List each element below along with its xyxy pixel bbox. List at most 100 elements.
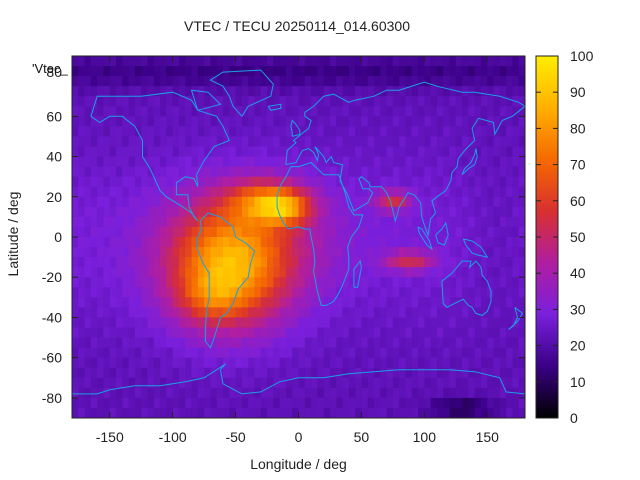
heatmap-cell [430, 307, 438, 319]
heatmap-cell [468, 186, 476, 198]
heatmap-cell [443, 337, 451, 349]
heatmap-cell [436, 186, 444, 198]
heatmap-cell [329, 347, 337, 359]
heatmap-cell [348, 116, 356, 127]
heatmap-cell [109, 277, 117, 288]
heatmap-cell [493, 407, 501, 418]
heatmap-cell [292, 166, 300, 178]
heatmap-cell [304, 347, 312, 359]
heatmap-cell [153, 206, 161, 218]
heatmap-cell [141, 387, 149, 399]
heatmap-cell [336, 186, 344, 198]
heatmap-cell [103, 96, 111, 107]
heatmap-cell [166, 287, 174, 298]
heatmap-cell [90, 86, 98, 97]
heatmap-cell [304, 106, 312, 117]
heatmap-cell [468, 136, 476, 148]
heatmap-cell [399, 377, 407, 389]
heatmap-cell [323, 377, 331, 389]
heatmap-cell [223, 237, 230, 248]
heatmap-cell [141, 377, 149, 389]
heatmap-cell [78, 206, 86, 218]
heatmap-cell [474, 237, 482, 248]
heatmap-cell [518, 56, 525, 67]
heatmap-cell [285, 397, 293, 409]
heatmap-cell [443, 86, 451, 97]
heatmap-cell [405, 106, 413, 117]
heatmap-cell [204, 186, 212, 198]
heatmap-cell [430, 186, 438, 198]
heatmap-cell [399, 206, 407, 218]
heatmap-cell [128, 317, 136, 329]
heatmap-cell [260, 247, 268, 258]
heatmap-cell [506, 136, 514, 148]
heatmap-cell [122, 106, 130, 117]
heatmap-cell [90, 116, 98, 127]
heatmap-cell [84, 387, 92, 399]
heatmap-cell [273, 216, 281, 228]
heatmap-cell [229, 277, 237, 288]
heatmap-cell [84, 56, 92, 67]
heatmap-cell [292, 126, 300, 138]
heatmap-cell [418, 136, 425, 148]
heatmap-cell [493, 196, 501, 208]
heatmap-cell [128, 257, 136, 268]
heatmap-cell [304, 287, 312, 298]
heatmap-cell [122, 126, 130, 138]
heatmap-cell [455, 327, 463, 339]
heatmap-cell [424, 86, 432, 97]
heatmap-cell [424, 176, 432, 188]
heatmap-cell [499, 407, 507, 418]
heatmap-cell [216, 317, 224, 329]
heatmap-cell [267, 297, 274, 308]
heatmap-cell [109, 307, 117, 319]
heatmap-cell [204, 287, 212, 298]
heatmap-cell [329, 106, 337, 117]
heatmap-cell [103, 86, 111, 97]
heatmap-cell [436, 407, 444, 418]
heatmap-cell [254, 66, 262, 77]
heatmap-cell [160, 247, 167, 258]
heatmap-cell [399, 136, 407, 148]
heatmap-cell [78, 337, 86, 349]
heatmap-cell [147, 387, 155, 399]
heatmap-cell [405, 166, 413, 178]
heatmap-cell [97, 257, 105, 268]
heatmap-cell [160, 116, 167, 127]
heatmap-cell [185, 166, 193, 178]
heatmap-cell [241, 196, 249, 208]
heatmap-cell [235, 277, 243, 288]
heatmap-cell [436, 337, 444, 349]
heatmap-cell [128, 267, 136, 278]
heatmap-cell [455, 106, 463, 117]
heatmap-cell [197, 337, 205, 349]
heatmap-cell [210, 186, 218, 198]
heatmap-cell [311, 277, 318, 288]
heatmap-cell [374, 347, 381, 359]
heatmap-cell [260, 106, 268, 117]
heatmap-cell [380, 317, 388, 329]
heatmap-cell [72, 317, 79, 329]
heatmap-cell [317, 277, 325, 288]
heatmap-cell [518, 166, 525, 178]
heatmap-cell [72, 337, 79, 349]
heatmap-cell [84, 317, 92, 329]
heatmap-cell [487, 146, 495, 158]
heatmap-cell [160, 206, 167, 218]
heatmap-cell [518, 156, 525, 168]
heatmap-cell [204, 307, 212, 319]
heatmap-cell [367, 76, 375, 87]
heatmap-cell [455, 287, 463, 298]
heatmap-cell [191, 66, 199, 77]
heatmap-cell [273, 357, 281, 369]
heatmap-cell [405, 206, 413, 218]
heatmap-cell [474, 206, 482, 218]
heatmap-cell [355, 216, 363, 228]
heatmap-cell [185, 186, 193, 198]
heatmap-cell [329, 216, 337, 228]
heatmap-cell [185, 347, 193, 359]
heatmap-cell [468, 287, 476, 298]
heatmap-cell [153, 377, 161, 389]
heatmap-cell [109, 56, 117, 67]
heatmap-cell [436, 327, 444, 339]
